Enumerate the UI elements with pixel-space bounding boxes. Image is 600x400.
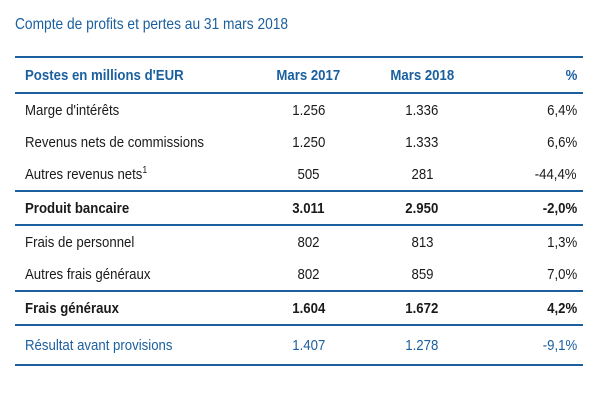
row-mars-2018: 813 [411, 233, 434, 251]
document-title: Compte de profits et pertes au 31 mars 2… [15, 16, 289, 33]
row-percent: -44,4% [535, 165, 577, 183]
row-label-text: Autres revenus nets [25, 165, 143, 183]
row-mars-2017: 802 [297, 265, 320, 283]
table-row: Frais de personnel 802 813 1,3% [15, 225, 583, 258]
table-row: Revenus nets de commissions 1.250 1.333 … [15, 126, 583, 158]
row-mars-2017: 1.250 [291, 133, 326, 151]
result-row-resultat-avant-provisions: Résultat avant provisions 1.407 1.278 -9… [15, 325, 583, 366]
table-row: Autres frais généraux 802 859 7,0% [15, 258, 583, 291]
header-mars-2018: Mars 2018 [357, 56, 488, 94]
subtotal-row-frais-generaux: Frais généraux 1.604 1.672 4,2% [15, 290, 583, 326]
row-label: Autres frais généraux [25, 265, 151, 283]
row-mars-2017: 1.256 [291, 101, 326, 119]
row-mars-2017: 505 [297, 165, 320, 183]
row-label: Autres revenus nets1 [15, 158, 260, 191]
row-mars-2018: 859 [411, 265, 434, 283]
row-percent: 4,2% [487, 290, 583, 326]
row-label: Frais généraux [15, 290, 260, 326]
row-mars-2017: 3.011 [259, 190, 358, 226]
table-header-row: Postes en millions d'EUR Mars 2017 Mars … [15, 56, 583, 94]
header-label: Postes en millions d'EUR [15, 56, 260, 94]
footnote-marker: 1 [142, 164, 148, 176]
row-mars-2018: 1.278 [357, 325, 488, 366]
row-percent: -9,1% [487, 325, 583, 366]
row-label: Produit bancaire [15, 190, 260, 226]
subtotal-row-produit-bancaire: Produit bancaire 3.011 2.950 -2,0% [15, 190, 583, 226]
header-mars-2017: Mars 2017 [259, 56, 358, 94]
row-label: Marge d'intérêts [25, 101, 120, 119]
row-percent: 7,0% [546, 265, 577, 283]
row-label: Revenus nets de commissions [25, 133, 205, 151]
row-mars-2017: 1.407 [259, 325, 358, 366]
row-percent: 1,3% [546, 233, 577, 251]
row-mars-2017: 802 [297, 233, 320, 251]
row-percent: -2,0% [487, 190, 583, 226]
row-mars-2018: 2.950 [357, 190, 488, 226]
header-percent: % [487, 56, 583, 94]
row-mars-2018: 1.336 [405, 101, 439, 119]
row-label: Frais de personnel [25, 233, 135, 251]
row-percent: 6,4% [546, 101, 577, 119]
row-mars-2018: 1.333 [405, 133, 439, 151]
row-mars-2017: 1.604 [259, 290, 358, 326]
row-percent: 6,6% [546, 133, 577, 151]
row-mars-2018: 281 [411, 165, 434, 183]
row-label: Résultat avant provisions [15, 325, 260, 366]
table-row: Autres revenus nets1 505 281 -44,4% [15, 158, 583, 191]
profit-loss-table: Postes en millions d'EUR Mars 2017 Mars … [15, 56, 583, 366]
table-row: Marge d'intérêts 1.256 1.336 6,4% [15, 93, 583, 126]
row-mars-2018: 1.672 [357, 290, 488, 326]
